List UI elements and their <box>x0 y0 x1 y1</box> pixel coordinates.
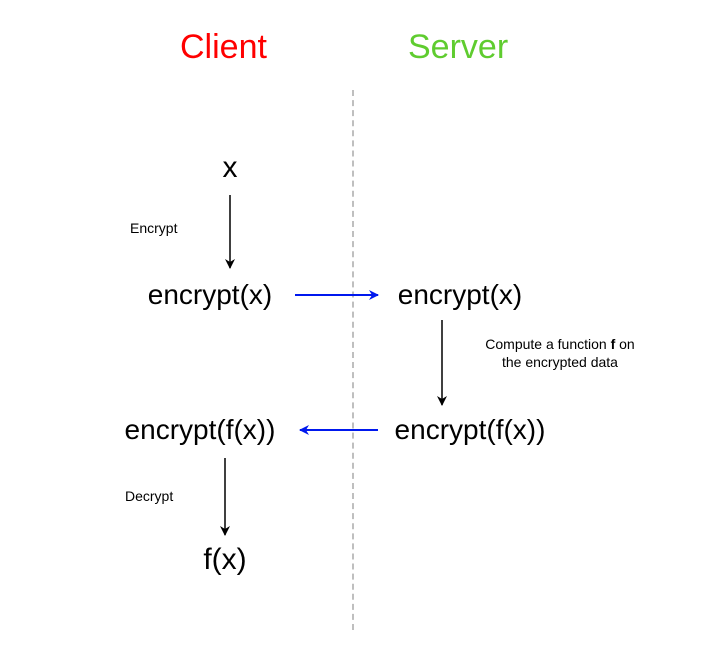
arrows-layer <box>0 0 706 664</box>
